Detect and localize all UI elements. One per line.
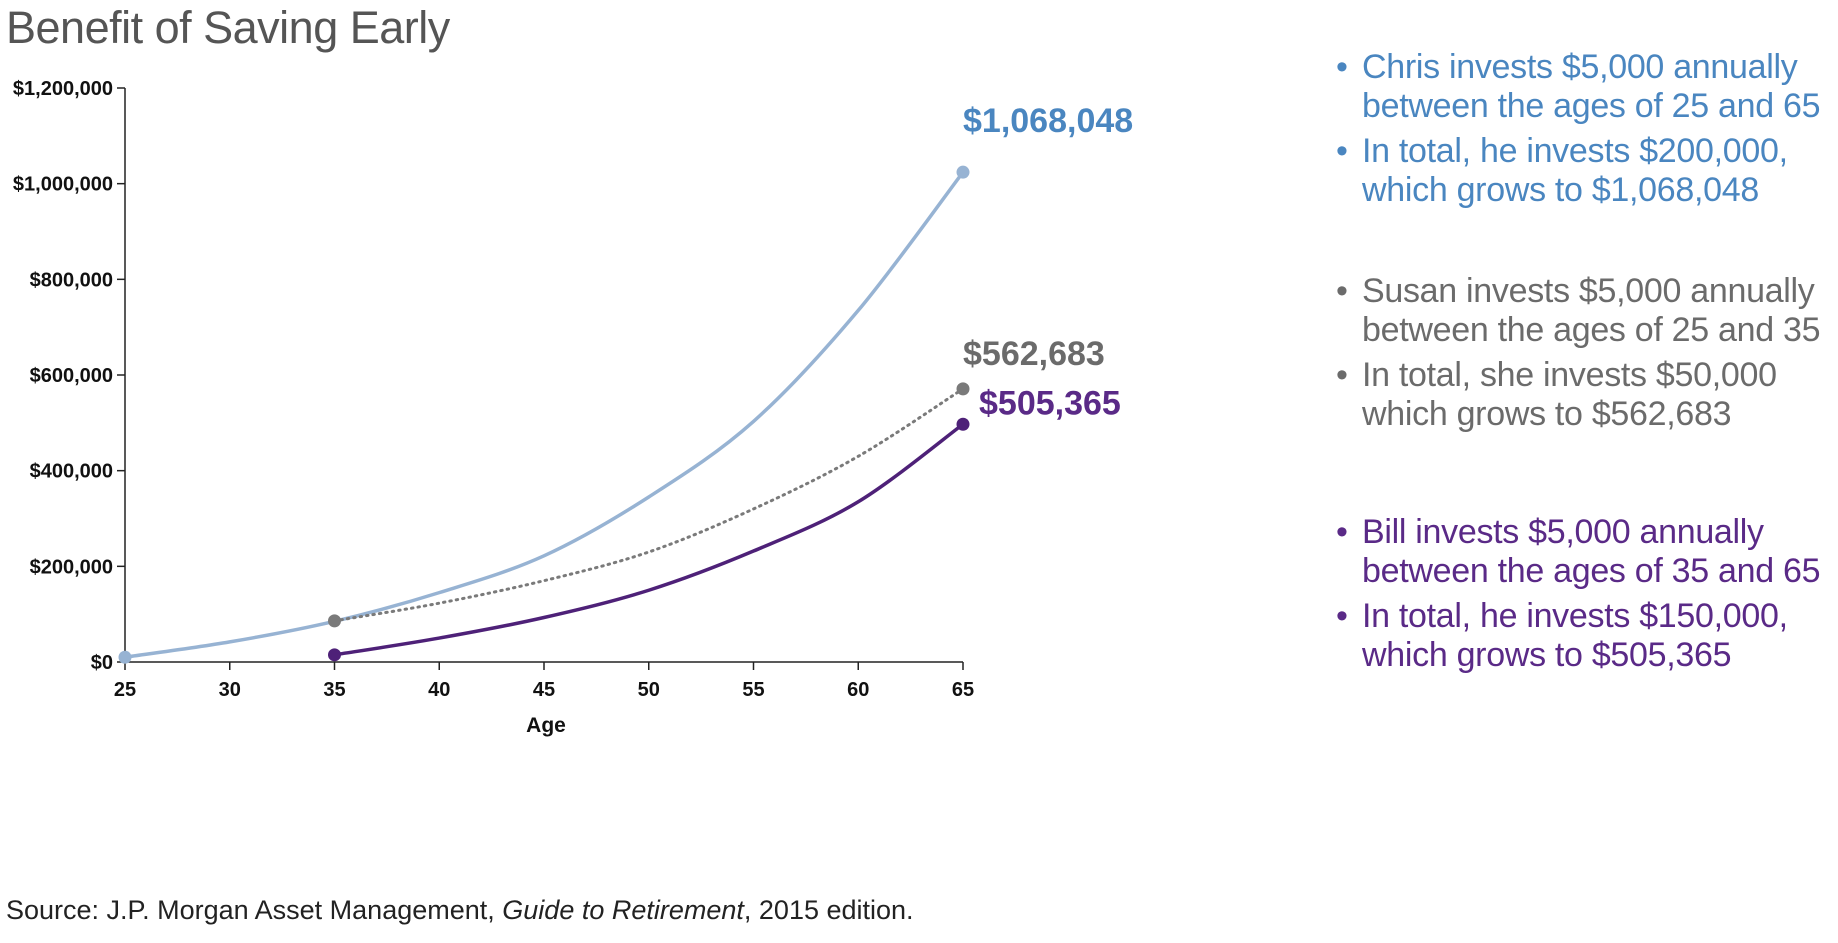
note-line: In total, he invests $150,000, <box>1362 597 1788 635</box>
x-tick-label: 35 <box>323 679 345 701</box>
line-chart: $0 $200,000 $400,000 $600,000 $800,000 $1,000… <box>13 78 1133 737</box>
y-tick-label: $800,000 <box>30 269 113 291</box>
note-item: In total, he invests $150,000, which gro… <box>1332 597 1832 675</box>
y-tick-label: $600,000 <box>30 365 113 387</box>
note-line: Bill invests $5,000 annually <box>1362 513 1764 551</box>
chart-title: Benefit of Saving Early <box>6 2 450 53</box>
note-item: Bill invests $5,000 annually between the… <box>1332 513 1832 591</box>
x-tick-label: 30 <box>219 679 241 701</box>
y-tick-label: $1,200,000 <box>13 78 113 100</box>
note-line: In total, he invests $200,000, <box>1362 132 1788 170</box>
x-tick-label: 65 <box>952 679 974 701</box>
note-group-chris: Chris invests $5,000 annually between th… <box>1332 48 1832 216</box>
note-line: In total, she invests $50,000 <box>1362 356 1777 394</box>
y-tick-label: $400,000 <box>30 461 113 483</box>
series-start-point <box>328 614 341 628</box>
series-line <box>332 422 965 657</box>
source-title: Guide to Retirement <box>502 895 744 925</box>
series-end-label: $562,683 <box>963 335 1105 373</box>
series-end-label: $1,068,048 <box>963 102 1133 140</box>
note-item: Susan invests $5,000 annually between th… <box>1332 272 1832 350</box>
chart-axes: $0 $200,000 $400,000 $600,000 $800,000 $1,000… <box>13 78 974 737</box>
source-prefix: Source: J.P. Morgan Asset Management, <box>6 895 503 925</box>
y-tick-label: $200,000 <box>30 556 113 578</box>
series-end-point <box>956 165 970 179</box>
y-tick-label: $0 <box>91 652 113 674</box>
series-layer <box>118 165 970 664</box>
note-line: Chris invests $5,000 annually <box>1362 48 1798 86</box>
note-group-bill: Bill invests $5,000 annually between the… <box>1332 513 1832 681</box>
series-end-label: $505,365 <box>979 384 1121 422</box>
y-tick-label: $1,000,000 <box>13 174 113 196</box>
x-tick-label: 55 <box>742 679 764 701</box>
note-line: which grows to $1,068,048 <box>1362 171 1759 209</box>
x-tick-label: 50 <box>638 679 660 701</box>
series-start-point <box>328 648 341 662</box>
x-tick-label: 60 <box>847 679 869 701</box>
note-line: between the ages of 25 and 35 <box>1362 311 1821 349</box>
source-suffix: , 2015 edition. <box>743 895 914 925</box>
series-line <box>123 170 965 659</box>
note-line: which grows to $562,683 <box>1362 395 1732 433</box>
series-end-point <box>956 382 970 396</box>
note-item: In total, she invests $50,000 which grow… <box>1332 356 1832 434</box>
source-note: Source: J.P. Morgan Asset Management, Gu… <box>6 895 914 926</box>
note-item: In total, he invests $200,000, which gro… <box>1332 132 1832 210</box>
x-tick-label: 25 <box>114 679 136 701</box>
x-tick-label: 40 <box>428 679 450 701</box>
note-line: between the ages of 35 and 65 <box>1362 552 1821 590</box>
series-end-point <box>956 417 970 431</box>
note-line: between the ages of 25 and 65 <box>1362 87 1821 125</box>
note-group-susan: Susan invests $5,000 annually between th… <box>1332 272 1832 440</box>
note-line: which grows to $505,365 <box>1362 636 1732 674</box>
x-axis-title: Age <box>526 714 566 737</box>
series-start-point <box>118 650 132 664</box>
series-line <box>333 387 965 623</box>
note-item: Chris invests $5,000 annually between th… <box>1332 48 1832 126</box>
x-tick-label: 45 <box>533 679 555 701</box>
note-line: Susan invests $5,000 annually <box>1362 272 1815 310</box>
end-labels-layer: $1,068,048 $562,683 $505,365 <box>963 102 1133 422</box>
